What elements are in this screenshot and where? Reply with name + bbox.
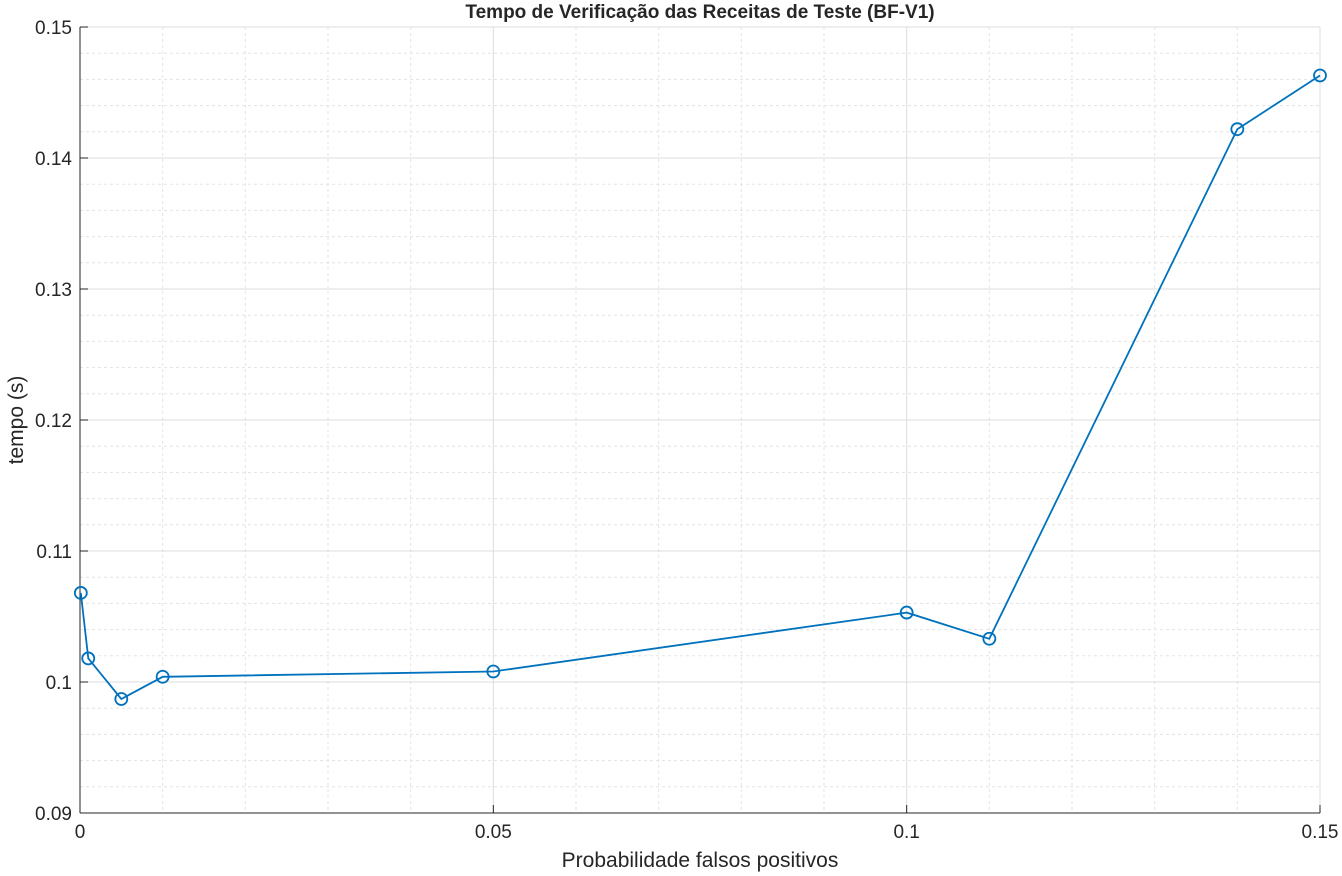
data-point bbox=[114, 692, 129, 706]
x-tick-label: 0.15 bbox=[1302, 822, 1339, 843]
y-tick-label: 0.09 bbox=[35, 804, 72, 825]
tick-labels: 0 0.05 0.1 0.15 0.09 0.1 0.11 0.12 0.13 0.14 0.15 bbox=[35, 18, 1338, 843]
x-tick-label: 0.05 bbox=[475, 822, 512, 843]
data-point bbox=[155, 669, 170, 684]
data-point bbox=[982, 631, 997, 646]
x-tick-label: 0 bbox=[75, 822, 86, 843]
x-tick-label: 0.1 bbox=[893, 822, 919, 843]
data-point bbox=[899, 605, 914, 620]
data-point bbox=[1313, 68, 1327, 83]
y-tick-label: 0.15 bbox=[35, 18, 72, 39]
x-axis-label: Probabilidade falsos positivos bbox=[562, 849, 839, 872]
axes bbox=[79, 26, 1321, 814]
data-point bbox=[73, 586, 88, 600]
data-series bbox=[73, 68, 1327, 706]
y-axis-label: tempo (s) bbox=[5, 376, 28, 465]
y-tick-label: 0.11 bbox=[36, 542, 72, 563]
major-grid bbox=[79, 26, 1321, 814]
data-point bbox=[81, 651, 96, 666]
data-point bbox=[1230, 122, 1245, 137]
y-tick-label: 0.12 bbox=[35, 411, 72, 432]
chart-title: Tempo de Verificação das Receitas de Tes… bbox=[465, 2, 934, 23]
y-tick-label: 0.1 bbox=[46, 673, 72, 694]
series-line bbox=[79, 74, 1321, 701]
y-tick-label: 0.13 bbox=[35, 280, 72, 301]
y-tick-label: 0.14 bbox=[35, 149, 72, 170]
data-point bbox=[486, 664, 501, 679]
